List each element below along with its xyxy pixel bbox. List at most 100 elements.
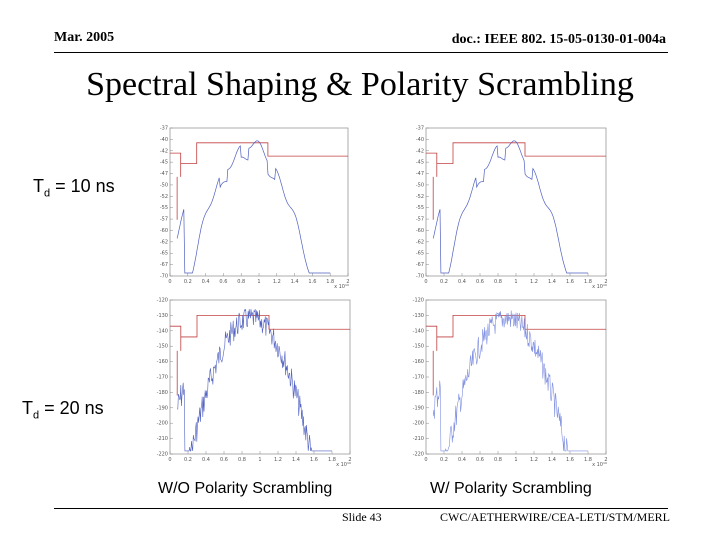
plot-top-left: -37 -40 -42 -45 -47 -50 -52 -55 -57 -60 -62 -65 -67 -… (160, 126, 350, 291)
y-tick-label: -62 (160, 239, 168, 245)
y-tick-label: -52 (416, 194, 424, 200)
plot-frame (169, 127, 349, 277)
x-tick-label: 1.2 (273, 279, 281, 285)
spectrum-trace (432, 140, 588, 274)
y-tick-label: -67 (160, 262, 168, 268)
x-tick-label: 0.8 (494, 457, 502, 463)
y-tick-label: -210 (413, 436, 424, 442)
y-tick-label: -70 (416, 274, 424, 280)
x-tick-label: 2 (604, 279, 607, 285)
y-tick-label: -150 (413, 344, 424, 350)
y-tick-label: -65 (416, 251, 424, 257)
y-tick-label: -160 (157, 359, 168, 365)
x-tick-label: 1.8 (328, 457, 336, 463)
y-tick-label: -57 (160, 217, 168, 223)
x-tick-label: 2 (346, 279, 349, 285)
header-doc-id: doc.: IEEE 802. 15-05-0130-01-004a (451, 32, 666, 47)
y-tick-label: -120 (157, 298, 168, 304)
x-tick-label: 1.2 (530, 457, 538, 463)
y-tick-label: -190 (157, 405, 168, 411)
y-tick-label: -37 (160, 126, 168, 132)
y-tick-label: -42 (416, 148, 424, 154)
x-tick-label: 0.4 (202, 457, 210, 463)
y-tick-label: -57 (416, 217, 424, 223)
y-tick-label: -200 (413, 421, 424, 427)
x-tick-label: 0.4 (202, 279, 210, 285)
x-tick-label: 0.2 (184, 457, 192, 463)
y-tick-label: -220 (157, 452, 168, 458)
mask-line (170, 325, 182, 351)
plot-bottom-left: -120 -130 -140 -150 -160 -170 -180 -190 -200 -210… (157, 298, 352, 469)
y-tick-label: -170 (413, 375, 424, 381)
x-tick-label: 0 (168, 279, 171, 285)
y-tick-label: -62 (416, 239, 424, 245)
x-tick-label: 1 (257, 279, 260, 285)
y-tick-label: -130 (157, 313, 168, 319)
x-tick-label: 0.6 (220, 457, 228, 463)
x-tick-label: 0.6 (219, 279, 227, 285)
y-tick-label: -65 (160, 251, 168, 257)
spectrum-trace (177, 309, 332, 452)
plot-bottom-right: -120 -130 -140 -150 -160 -170 -180 -190 -200 -210… (413, 298, 608, 469)
x-tick-label: 0 (424, 279, 427, 285)
x-tick-label: 1.6 (310, 457, 318, 463)
y-tick-label: -40 (160, 137, 168, 143)
mask-line (180, 142, 348, 164)
x-unit-label: x 10¹⁰ (334, 284, 349, 290)
y-tick-label: -55 (416, 205, 424, 211)
x-tick-label: 1.8 (326, 279, 334, 285)
mask-line (180, 314, 350, 338)
x-tick-label: 0.2 (440, 279, 448, 285)
footer-divider (54, 508, 668, 509)
header-divider (54, 52, 668, 53)
x-tick-label: 1.6 (566, 279, 574, 285)
x-tick-label: 1 (514, 279, 517, 285)
y-tick-label: -40 (416, 137, 424, 143)
x-tick-label: 2 (348, 457, 351, 463)
x-tick-label: 0.6 (476, 457, 484, 463)
x-tick-label: 0.4 (458, 457, 466, 463)
y-tick-label: -45 (160, 160, 168, 166)
y-tick-label: -55 (160, 205, 168, 211)
x-unit-label: x 10¹⁰ (592, 462, 607, 468)
row-label-td10: Td = 10 ns (33, 176, 115, 200)
spectrum-trace (176, 140, 331, 274)
x-unit-label: x 10¹⁰ (592, 284, 607, 290)
x-tick-label: 1.6 (308, 279, 316, 285)
x-tick-label: 1.4 (291, 279, 299, 285)
y-tick-label: -45 (416, 160, 424, 166)
plot-frame (425, 299, 607, 455)
slide-number: Slide 43 (342, 510, 382, 524)
x-tick-label: 1.4 (548, 279, 556, 285)
caption-with-scrambling: W/ Polarity Scrambling (430, 480, 592, 497)
mask-line (426, 325, 438, 351)
footer-organizations: CWC/AETHERWIRE/CEA-LETI/STM/MERL (440, 510, 670, 524)
y-tick-label: -180 (413, 390, 424, 396)
x-tick-label: 1.2 (274, 457, 282, 463)
x-tick-label: 0.4 (458, 279, 466, 285)
mask-line (426, 152, 438, 177)
caption-without-scrambling: W/O Polarity Scrambling (158, 480, 333, 497)
x-tick-label: 0.8 (237, 279, 245, 285)
x-tick-label: 0.2 (184, 279, 192, 285)
header-date: Mar. 2005 (54, 30, 115, 45)
y-tick-label: -160 (413, 359, 424, 365)
x-tick-label: 1.6 (566, 457, 574, 463)
x-tick-label: 1.4 (548, 457, 556, 463)
y-tick-label: -220 (413, 452, 424, 458)
slide-title: Spectral Shaping & Polarity Scrambling (86, 66, 634, 103)
y-tick-label: -210 (157, 436, 168, 442)
y-tick-label: -150 (157, 344, 168, 350)
x-tick-label: 1.8 (584, 457, 592, 463)
y-tick-label: -120 (413, 298, 424, 304)
x-tick-label: 1.4 (292, 457, 300, 463)
y-tick-label: -70 (160, 274, 168, 280)
mask-line (170, 152, 182, 177)
y-tick-label: -50 (416, 182, 424, 188)
y-tick-label: -200 (157, 421, 168, 427)
y-tick-label: -67 (416, 262, 424, 268)
y-tick-label: -140 (413, 328, 424, 334)
x-tick-label: 1.8 (584, 279, 592, 285)
x-tick-label: 1 (514, 457, 517, 463)
y-tick-label: -170 (157, 375, 168, 381)
